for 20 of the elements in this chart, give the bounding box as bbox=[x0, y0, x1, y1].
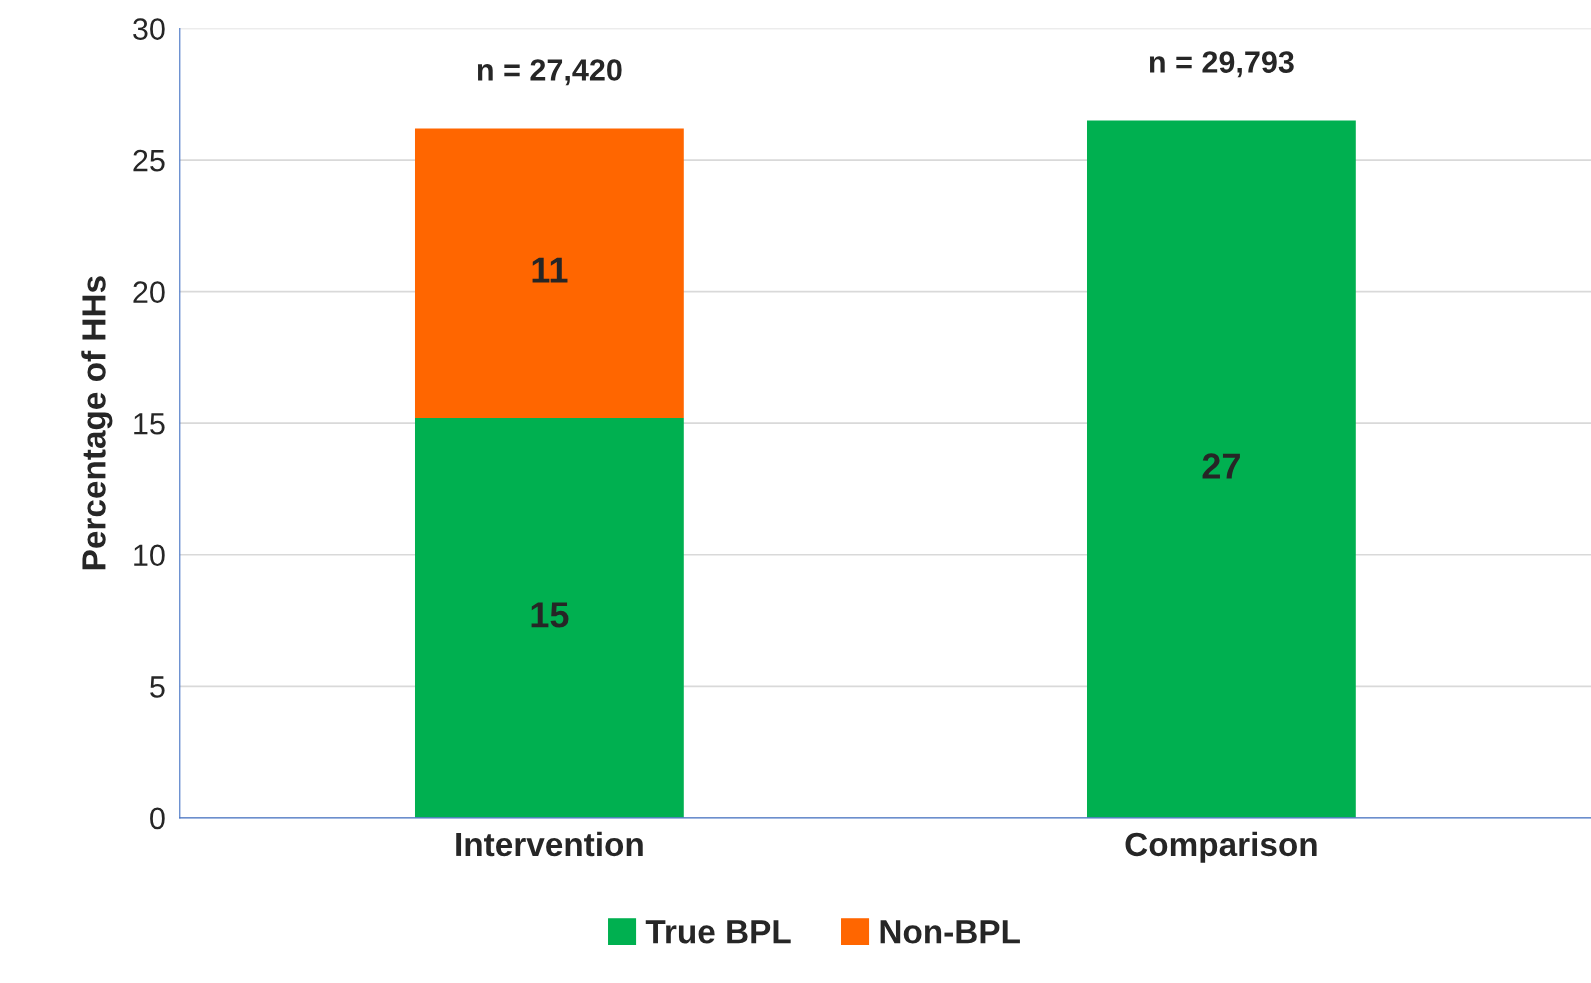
y-tick-label: 5 bbox=[150, 676, 165, 698]
legend-label: True BPL bbox=[645, 920, 791, 944]
bar bbox=[414, 417, 684, 818]
annotation: n = 29,793 bbox=[1149, 51, 1294, 78]
y-tick-label: 10 bbox=[134, 544, 165, 567]
y-tick-label: 0 bbox=[150, 807, 165, 830]
data-label: 27 bbox=[1202, 453, 1240, 479]
x-tick-label: Comparison bbox=[1125, 831, 1317, 863]
y-tick-label: 20 bbox=[133, 281, 165, 303]
y-tick-label: 30 bbox=[133, 18, 165, 40]
x-tick-label: Intervention bbox=[456, 831, 643, 857]
data-label: 11 bbox=[532, 257, 568, 283]
legend-label: Non-BPL bbox=[880, 920, 1020, 944]
bar bbox=[414, 128, 684, 418]
y-axis-title: Percentage of HHs bbox=[81, 276, 113, 570]
y-tick-label: 25 bbox=[133, 149, 165, 172]
bar bbox=[1086, 120, 1356, 818]
y-tick-label: 15 bbox=[134, 413, 165, 435]
annotation: n = 27,420 bbox=[477, 59, 622, 86]
data-label: 15 bbox=[531, 602, 569, 628]
